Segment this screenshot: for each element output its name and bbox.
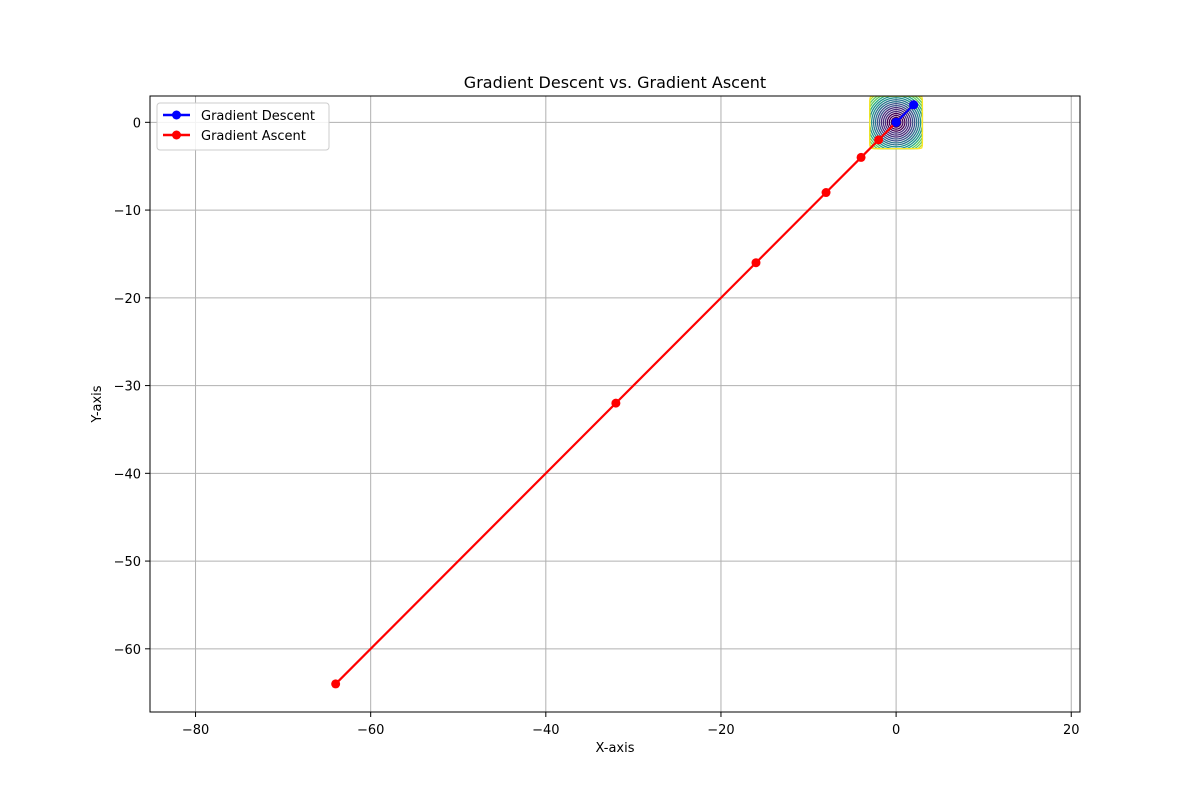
data-point-gradient-ascent (821, 188, 831, 198)
contour-level-line (888, 114, 904, 130)
x-tick-label: −80 (182, 723, 209, 738)
legend-marker-descent (172, 110, 181, 120)
contour-level-line (876, 103, 916, 142)
grid-lines (150, 96, 1080, 712)
data-point-gradient-descent (909, 100, 919, 110)
contour-level-line (882, 108, 910, 136)
contour-level-line (880, 106, 912, 138)
legend-label-ascent: Gradient Ascent (201, 129, 306, 144)
contour-level-line (872, 99, 920, 146)
y-tick-label: −40 (114, 467, 141, 482)
y-tick-label: −10 (114, 204, 141, 219)
y-tick-label: −20 (114, 292, 141, 307)
contour-level-line (869, 96, 924, 150)
contour-level-line (886, 112, 906, 132)
data-point-gradient-ascent (331, 679, 341, 689)
x-axis-label: X-axis (596, 741, 635, 756)
data-point-gradient-ascent (751, 258, 761, 268)
legend: Gradient Descent Gradient Ascent (156, 102, 330, 151)
legend-label-descent: Gradient Descent (201, 109, 315, 124)
y-tick-label: 0 (133, 116, 141, 131)
contour-level-line (878, 105, 914, 140)
data-point-gradient-descent (891, 117, 901, 127)
contour-plot (869, 96, 924, 150)
contour-level-line (884, 110, 908, 134)
y-axis-label: Y-axis (90, 385, 105, 423)
x-tick-label: −40 (532, 723, 559, 738)
x-tick-label: −20 (707, 723, 734, 738)
data-point-gradient-ascent (856, 152, 866, 162)
contour-level-line (870, 97, 922, 148)
y-tick-label: −60 (114, 643, 141, 658)
y-tick-label: −50 (114, 555, 141, 570)
contour-level-line (874, 101, 918, 144)
legend-box (156, 102, 330, 151)
x-tick-label: −60 (357, 723, 384, 738)
y-axis-ticks: 0 −10 −20 −30 −40 −50 −60 (114, 116, 150, 658)
data-point-gradient-ascent (611, 398, 621, 408)
chart-title: Gradient Descent vs. Gradient Ascent (464, 73, 766, 92)
plot-area-frame (149, 95, 1081, 713)
x-tick-label: 0 (892, 723, 900, 738)
contour-level-line (890, 116, 902, 128)
x-tick-label: 20 (1063, 723, 1080, 738)
y-tick-label: −30 (114, 380, 141, 395)
data-point-gradient-ascent (874, 135, 884, 145)
series-layer (331, 100, 919, 689)
legend-marker-ascent (172, 130, 181, 140)
x-axis-ticks: −80 −60 −40 −20 0 20 (182, 712, 1080, 738)
